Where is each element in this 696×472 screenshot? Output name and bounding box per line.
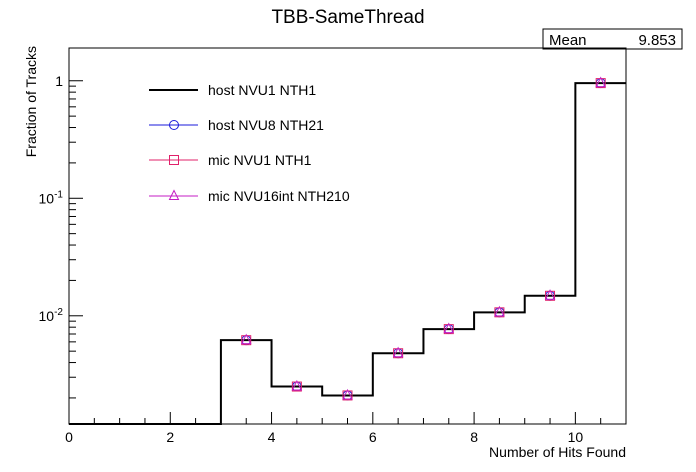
legend-label: mic NVU16int NTH210	[208, 188, 350, 204]
x-axis-label: Number of Hits Found	[489, 444, 626, 460]
data-point-triangle	[240, 333, 252, 345]
x-tick-label: 10	[568, 429, 584, 445]
legend-label: mic NVU1 NTH1	[208, 152, 312, 168]
data-point-triangle	[595, 76, 606, 88]
legend: host NVU1 NTH1 host NVU8 NTH21 mic NVU1 NT…	[149, 82, 350, 204]
data-point-triangle	[342, 388, 353, 400]
legend-entry: mic NVU1 NTH1	[149, 152, 312, 168]
legend-marker-circle	[169, 120, 179, 130]
plot-frame	[68, 47, 627, 425]
legend-label: host NVU8 NTH21	[208, 117, 324, 133]
legend-entry: host NVU1 NTH1	[149, 82, 316, 98]
legend-entry: host NVU8 NTH21	[149, 117, 324, 133]
x-tick-label: 6	[369, 429, 377, 445]
legend-marker-square	[169, 155, 179, 165]
x-tick-label: 2	[166, 429, 174, 445]
x-axis-ticks: 0 2 4 6 8 10	[65, 412, 627, 445]
data-point-triangle	[291, 379, 303, 391]
legend-entry: mic NVU16int NTH210	[149, 188, 350, 204]
y-axis-label: Fraction of Tracks	[23, 46, 39, 157]
data-point-triangle	[392, 346, 404, 358]
x-tick-label: 8	[470, 429, 478, 445]
legend-marker-triangle	[168, 189, 180, 200]
histogram-step-line	[69, 82, 626, 425]
x-tick-label: 0	[65, 429, 73, 445]
data-point-triangle	[544, 289, 556, 300]
legend-label: host NVU1 NTH1	[208, 82, 316, 98]
data-point-triangle	[443, 322, 455, 334]
x-tick-label: 4	[268, 429, 276, 445]
y-tick-label: 1	[55, 73, 63, 89]
y-tick-label: 10-1	[39, 189, 64, 206]
series-layer	[69, 76, 626, 425]
stats-value: 9.853	[638, 32, 676, 49]
stats-label: Mean	[549, 32, 587, 49]
data-point-triangle	[494, 305, 505, 317]
chart-title: TBB-SameThread	[271, 7, 424, 28]
y-axis-ticks: 1 10-1 10-2	[39, 73, 83, 399]
y-tick-label: 10-2	[39, 307, 64, 324]
stats-box: Mean 9.853	[542, 28, 683, 50]
